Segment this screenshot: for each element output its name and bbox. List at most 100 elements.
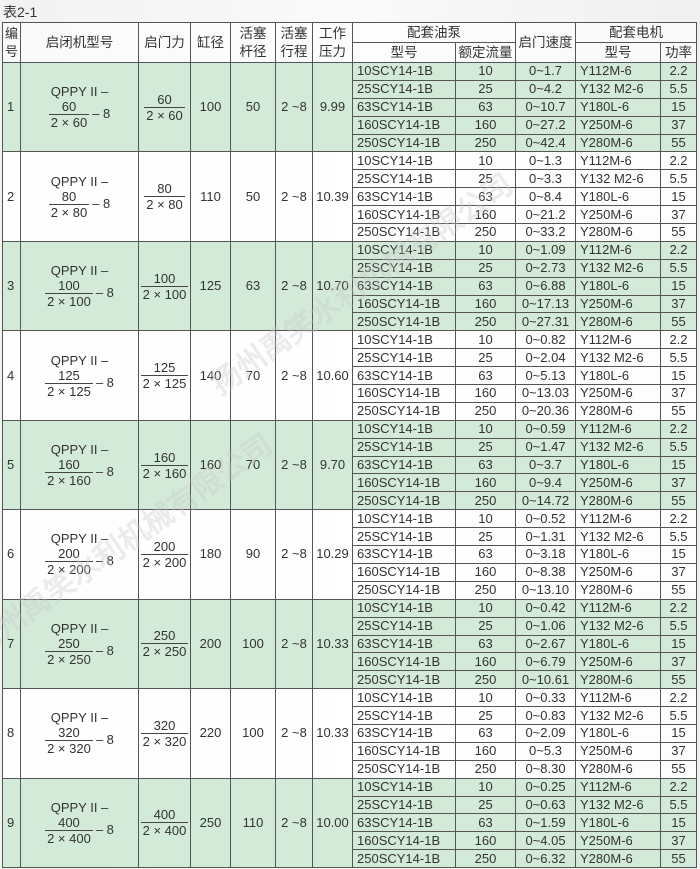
opening-speed: 0~27.2 [515, 115, 576, 135]
motor-model: Y180L-6 [575, 97, 661, 117]
motor-model: Y132 M2-6 [575, 437, 661, 457]
motor-power: 37 [660, 562, 697, 582]
model-fraction-line: 200 2 × 200– 8 [45, 546, 114, 577]
table-row: 250SCY14-1B 250 0~6.32 Y280M-6 55 [3, 849, 697, 869]
opening-speed: 0~33.2 [515, 223, 576, 242]
model-fraction: 200 2 × 200 [45, 546, 93, 577]
working-pressure: 10.33 [312, 598, 353, 690]
motor-model: Y180L-6 [575, 545, 661, 564]
hoist-force: 125 2 × 125 [138, 330, 191, 421]
header-pump-flow: 额定流量 [455, 42, 516, 63]
group-number: 3 [2, 240, 21, 332]
model-prefix: QPPY II – [50, 710, 109, 726]
table-row: 1 QPPY II –60 2 × 60– 8 60 2 × 60 100 50 2 ~8 9.… [2, 61, 697, 153]
force-denominator: 2 × 125 [142, 376, 187, 392]
opening-speed: 0~0.42 [515, 598, 576, 618]
model-fraction: 400 2 × 400 [45, 815, 93, 846]
pump-flow: 250 [455, 312, 516, 332]
table-row: 2 QPPY II –80 2 × 80– 8 80 2 × 80 110 50 2 ~8 10… [2, 151, 697, 242]
header-pressure: 工作压力 [312, 22, 353, 63]
pump-model: 63SCY14-1B [352, 723, 456, 743]
group-number: 7 [2, 598, 21, 690]
pump-flow: 63 [455, 545, 516, 564]
working-pressure: 10.29 [312, 509, 353, 600]
model-fraction: 320 2 × 320 [45, 725, 93, 756]
header-stroke: 活塞行程 [275, 22, 313, 63]
motor-power: 55 [660, 849, 697, 869]
pump-flow: 160 [455, 741, 516, 761]
motor-model: Y132 M2-6 [575, 258, 661, 278]
motor-power: 2.2 [660, 419, 697, 439]
motor-model: Y180L-6 [575, 455, 661, 475]
force-fraction: 320 2 × 320 [140, 718, 189, 749]
pump-model: 10SCY14-1B [352, 509, 456, 529]
motor-power: 2.2 [660, 330, 697, 350]
model-denominator: 2 × 400 [47, 830, 91, 846]
pump-model: 250SCY14-1B [352, 133, 456, 153]
opening-speed: 0~1.09 [515, 240, 576, 260]
motor-power: 15 [660, 276, 697, 296]
working-pressure: 10.33 [312, 688, 353, 779]
model-numerator: 250 [45, 636, 93, 652]
motor-power: 55 [660, 133, 697, 153]
pump-model: 160SCY14-1B [352, 562, 456, 582]
pump-model: 250SCY14-1B [352, 670, 456, 690]
pump-model: 160SCY14-1B [352, 741, 456, 761]
force-fraction: 100 2 × 100 [140, 271, 189, 302]
motor-model: Y280M-6 [575, 491, 661, 511]
bore: 125 [190, 240, 231, 332]
pump-model: 25SCY14-1B [352, 79, 456, 99]
pump-flow: 250 [455, 223, 516, 242]
motor-power: 5.5 [660, 79, 697, 99]
pump-model: 160SCY14-1B [352, 294, 456, 314]
model-fraction: 160 2 × 160 [45, 457, 93, 488]
table-row: 160SCY14-1B 160 0~9.4 Y250M-6 37 [3, 473, 697, 493]
opening-speed: 0~0.59 [515, 419, 576, 439]
opening-speed: 0~2.73 [515, 258, 576, 278]
hoist-model: QPPY II –250 2 × 250– 8 [20, 598, 139, 690]
motor-power: 15 [660, 97, 697, 117]
force-denominator: 2 × 400 [142, 823, 187, 839]
table-row: 160SCY14-1B 160 0~21.2 Y250M-6 37 [3, 205, 697, 225]
group-number: 8 [2, 688, 21, 779]
opening-speed: 0~5.13 [515, 366, 576, 386]
table-row: 25SCY14-1B 25 0~0.63 Y132 M2-6 5.5 [3, 795, 697, 815]
pump-model: 10SCY14-1B [352, 240, 456, 260]
motor-model: Y280M-6 [575, 312, 661, 332]
table-row: 5 QPPY II –160 2 × 160– 8 160 2 × 160 160 70 2 … [2, 419, 697, 511]
stroke: 2 ~8 [275, 688, 313, 779]
pump-model: 25SCY14-1B [352, 616, 456, 636]
force-fraction: 125 2 × 125 [140, 360, 189, 392]
model-numerator: 125 [45, 368, 93, 384]
model-suffix: – 8 [95, 732, 114, 748]
pump-model: 10SCY14-1B [352, 598, 456, 618]
table-caption: 表2-1 [3, 4, 38, 20]
table-row: 25SCY14-1B 25 0~4.2 Y132 M2-6 5.5 [3, 79, 697, 99]
motor-power: 5.5 [660, 795, 697, 815]
pump-model: 25SCY14-1B [352, 437, 456, 457]
opening-speed: 0~6.88 [515, 276, 576, 296]
stroke: 2 ~8 [275, 598, 313, 690]
pump-flow: 63 [455, 634, 516, 654]
header-model: 启闭机型号 [20, 22, 139, 63]
motor-model: Y250M-6 [575, 384, 661, 403]
hoist-force: 400 2 × 400 [138, 777, 191, 869]
model-prefix: QPPY II – [50, 620, 109, 636]
model-prefix: QPPY II – [50, 352, 109, 368]
motor-power: 2.2 [660, 62, 697, 81]
model-fraction-line: 60 2 × 60– 8 [48, 99, 110, 130]
bore: 100 [190, 61, 231, 153]
pump-flow: 160 [455, 831, 516, 851]
model-prefix: QPPY II – [50, 442, 109, 458]
motor-model: Y250M-6 [575, 831, 661, 851]
hoist-model: QPPY II –60 2 × 60– 8 [20, 61, 139, 153]
opening-speed: 0~6.79 [515, 652, 576, 672]
pump-flow: 160 [455, 384, 516, 403]
force-denominator: 2 × 200 [142, 554, 187, 570]
model-fraction-line: 160 2 × 160– 8 [45, 457, 114, 488]
pump-flow: 250 [455, 133, 516, 153]
table-row: 250SCY14-1B 250 0~20.36 Y280M-6 55 [3, 401, 697, 421]
table-row: 6 QPPY II –200 2 × 200– 8 200 2 × 200 180 90 2 … [2, 509, 697, 600]
table-row: 250SCY14-1B 250 0~33.2 Y280M-6 55 [3, 223, 697, 242]
pump-flow: 25 [455, 348, 516, 368]
